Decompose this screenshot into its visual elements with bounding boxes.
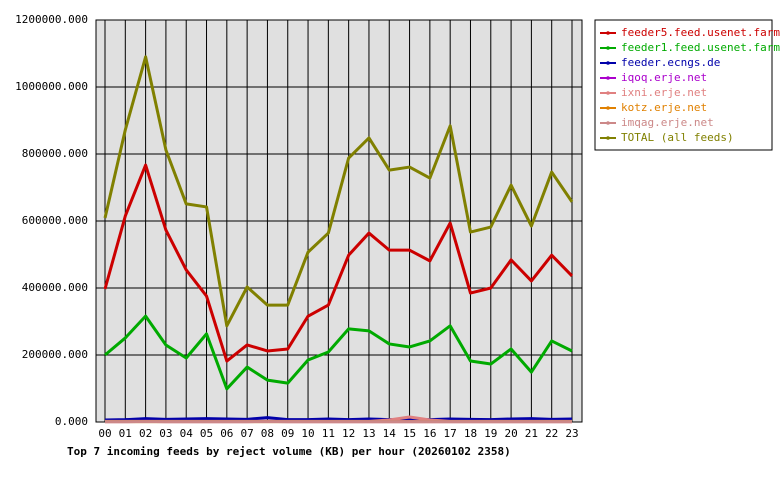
x-tick-label: 22 (545, 427, 558, 440)
y-tick-label: 400000.000 (22, 281, 88, 294)
x-tick-label: 14 (383, 427, 397, 440)
x-tick-label: 07 (241, 427, 254, 440)
y-tick-label: 0.000 (55, 415, 88, 428)
x-tick-label: 05 (200, 427, 213, 440)
legend-label: TOTAL (all feeds) (621, 131, 734, 144)
series-line (103, 163, 574, 363)
legend-label: imqag.erje.net (621, 116, 714, 129)
legend-dot (606, 136, 610, 140)
x-tick-label: 13 (362, 427, 375, 440)
series-line (104, 416, 573, 422)
x-tick-label: 16 (423, 427, 436, 440)
x-tick-label: 21 (525, 427, 538, 440)
legend-label: ixni.erje.net (621, 86, 707, 99)
legend-label: iqoq.erje.net (621, 71, 707, 84)
x-tick-label: 23 (565, 427, 578, 440)
x-tick-label: 08 (261, 427, 274, 440)
x-tick-label: 03 (159, 427, 172, 440)
y-tick-label: 600000.000 (22, 214, 88, 227)
legend (594, 19, 773, 151)
y-tick-label: 1200000.000 (15, 13, 88, 26)
x-tick-label: 09 (281, 427, 294, 440)
x-tick-label: 18 (464, 427, 477, 440)
legend-dot (606, 106, 610, 110)
series-line (104, 314, 573, 391)
x-tick-label: 12 (342, 427, 355, 440)
chart-title: Top 7 incoming feeds by reject volume (K… (67, 445, 511, 458)
y-tick-label: 200000.000 (22, 348, 88, 361)
x-tick-label: 06 (220, 427, 233, 440)
legend-label: kotz.erje.net (621, 101, 707, 114)
legend-label: feeder.ecngs.de (621, 56, 720, 69)
x-tick-label: 20 (504, 427, 517, 440)
legend-dot (606, 31, 610, 35)
legend-dot (606, 91, 610, 95)
x-tick-label: 00 (98, 427, 111, 440)
x-tick-label: 15 (403, 427, 416, 440)
y-tick-label: 800000.000 (22, 147, 88, 160)
x-tick-label: 04 (180, 427, 194, 440)
series-line (103, 55, 574, 328)
legend-dot (606, 61, 610, 65)
x-tick-label: 10 (301, 427, 314, 440)
x-tick-label: 11 (322, 427, 335, 440)
legend-label: feeder5.feed.usenet.farm (621, 26, 780, 39)
y-tick-label: 1000000.000 (15, 80, 88, 93)
legend-dot (606, 76, 610, 80)
legend-dot (606, 46, 610, 50)
legend-dot (606, 121, 610, 125)
legend-label: feeder1.feed.usenet.farm (621, 41, 780, 54)
x-tick-label: 19 (484, 427, 497, 440)
x-tick-label: 01 (119, 427, 132, 440)
x-tick-label: 02 (139, 427, 152, 440)
x-tick-label: 17 (444, 427, 457, 440)
